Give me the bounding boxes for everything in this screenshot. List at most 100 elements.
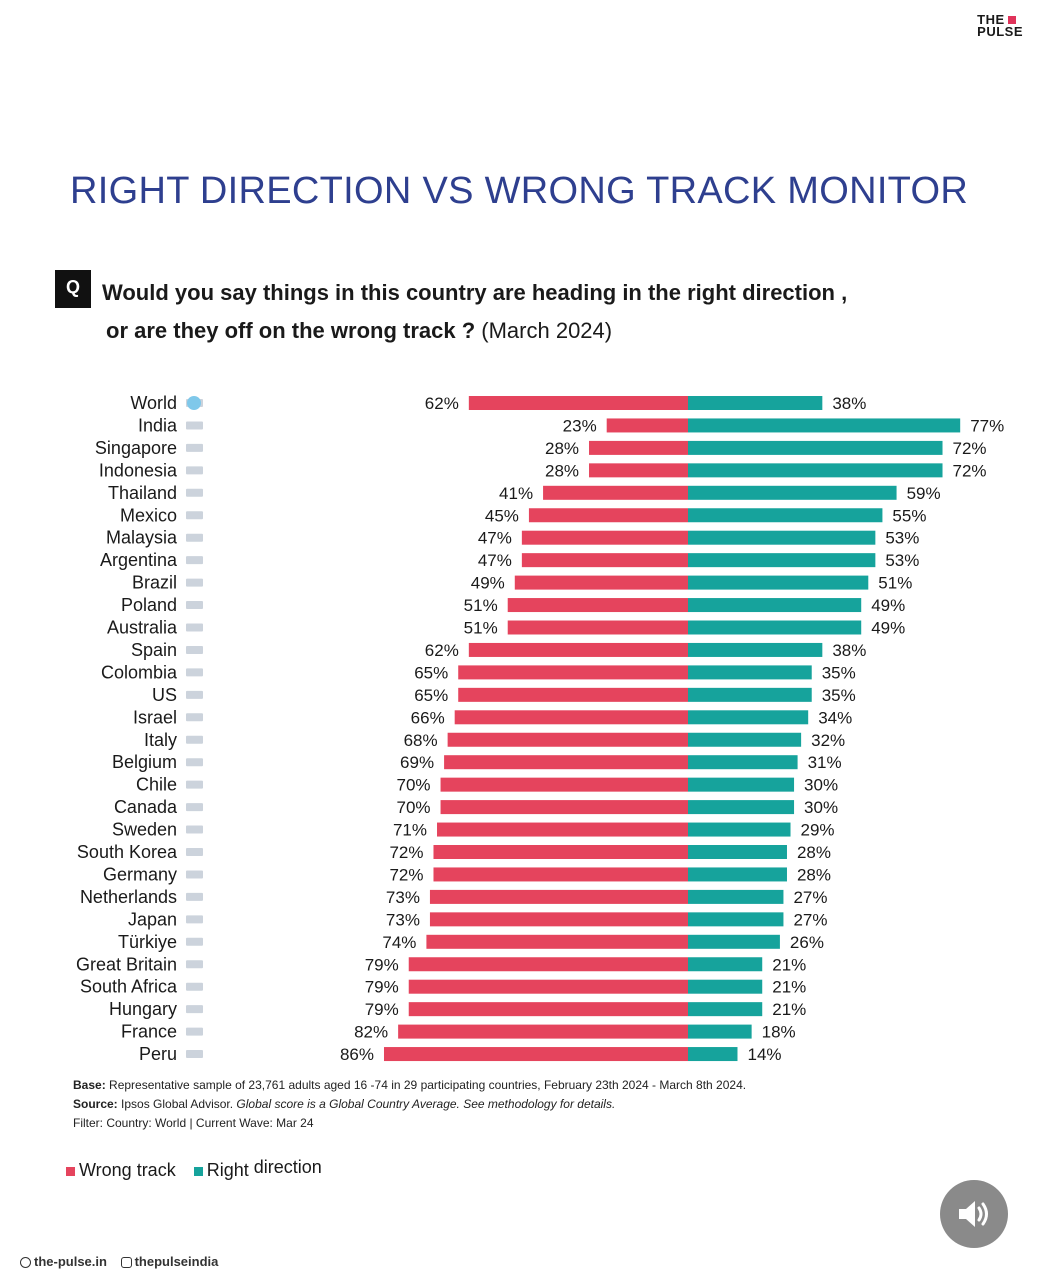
base-note: Base: Representative sample of 23,761 ad…: [73, 1076, 746, 1095]
value-label-right: 35%: [822, 663, 856, 682]
value-label-wrong: 49%: [471, 574, 505, 593]
value-label-right: 34%: [818, 708, 852, 727]
value-label-wrong: 45%: [485, 506, 519, 525]
flag-icon: [186, 892, 203, 901]
country-label: Brazil: [132, 573, 177, 593]
value-label-right: 35%: [822, 686, 856, 705]
value-label-wrong: 47%: [478, 551, 512, 570]
value-label-wrong: 62%: [425, 641, 459, 660]
value-label-right: 27%: [793, 910, 827, 929]
bar-right-direction: [688, 845, 787, 859]
base-label: Base:: [73, 1078, 106, 1092]
value-label-right: 28%: [797, 843, 831, 862]
flag-icon: [186, 848, 203, 856]
source-text: Ipsos Global Advisor.: [117, 1097, 237, 1111]
bar-right-direction: [688, 1024, 752, 1039]
country-label: Germany: [103, 864, 177, 884]
flag-icon: [186, 421, 203, 430]
value-label-right: 72%: [953, 439, 987, 458]
bar-right-direction: [688, 642, 823, 657]
value-label-wrong: 86%: [340, 1045, 374, 1064]
base-text: Representative sample of 23,761 adults a…: [105, 1078, 747, 1092]
value-label-wrong: 79%: [365, 1000, 399, 1019]
flag-icon: [186, 556, 203, 565]
value-label-wrong: 51%: [464, 619, 498, 638]
country-label: Israel: [133, 707, 177, 727]
bar-right-direction: [688, 665, 812, 680]
value-label-right: 30%: [804, 798, 838, 817]
flag-icon: [186, 1027, 203, 1036]
flag-icon: [186, 690, 203, 699]
value-label-right: 49%: [871, 619, 905, 638]
value-label-right: 53%: [885, 529, 919, 548]
value-label-wrong: 79%: [365, 955, 399, 974]
value-label-wrong: 47%: [478, 529, 512, 548]
bar-right-direction: [688, 1002, 763, 1017]
bar-wrong-track: [447, 732, 688, 747]
flag-icon: [186, 511, 203, 520]
bar-right-direction: [688, 800, 795, 815]
country-label: Japan: [128, 909, 177, 929]
value-label-right: 28%: [797, 865, 831, 884]
diverging-bar-chart: World 62% 38% India 23% 77% Singapore 28% 72% Ind…: [76, 393, 1004, 1064]
value-label-right: 27%: [793, 888, 827, 907]
bar-right-direction: [688, 553, 876, 568]
legend-wrong-swatch: [66, 1166, 75, 1176]
bar-wrong-track: [507, 598, 688, 613]
flag-icon: [186, 443, 203, 452]
bar-wrong-track: [429, 912, 688, 927]
flag-icon: [186, 1050, 203, 1059]
value-label-right: 26%: [790, 933, 824, 952]
country-label: Mexico: [120, 505, 177, 525]
flag-icon: [186, 780, 203, 789]
value-label-wrong: 51%: [464, 596, 498, 615]
flag-icon: [186, 803, 203, 812]
bar-right-direction: [688, 620, 862, 635]
footer-site[interactable]: the-pulse.in: [34, 1254, 107, 1269]
flag-icon: [186, 1005, 203, 1014]
value-label-right: 38%: [832, 394, 866, 413]
value-label-wrong: 65%: [414, 686, 448, 705]
value-label-wrong: 23%: [563, 416, 597, 435]
bar-wrong-track: [440, 800, 688, 815]
brand-logo: THE PULSE: [977, 13, 1023, 39]
country-label: South Africa: [80, 977, 178, 997]
bar-wrong-track: [458, 665, 688, 680]
country-label: World: [130, 393, 177, 413]
country-label: Hungary: [109, 999, 177, 1019]
bar-wrong-track: [507, 620, 688, 635]
brand-dot-icon: [1007, 16, 1016, 24]
bar-right-direction: [688, 440, 943, 455]
country-label: Argentina: [100, 550, 178, 570]
bar-right-direction: [688, 777, 795, 792]
sound-button[interactable]: [940, 1180, 1008, 1248]
bar-wrong-track: [521, 530, 688, 545]
value-label-wrong: 72%: [389, 843, 423, 862]
bar-right-direction: [688, 710, 809, 725]
bar-right-direction: [688, 822, 791, 837]
bar-right-direction: [688, 889, 784, 904]
question-badge: Q: [55, 270, 91, 308]
value-label-right: 21%: [772, 955, 806, 974]
source-italic: Global score is a Global Country Average…: [236, 1097, 616, 1111]
footer: the-pulse.in thepulseindia: [20, 1254, 218, 1269]
bar-wrong-track: [408, 979, 688, 994]
page-title: RIGHT DIRECTION VS WRONG TRACK MONITOR: [70, 170, 969, 212]
value-label-right: 72%: [953, 461, 987, 480]
value-label-wrong: 74%: [382, 933, 416, 952]
footer-social[interactable]: thepulseindia: [134, 1254, 219, 1269]
bar-right-direction: [688, 867, 787, 882]
value-label-wrong: 82%: [354, 1023, 388, 1042]
source-note: Source: Ipsos Global Advisor. Global sco…: [73, 1095, 746, 1114]
country-label: Spain: [131, 640, 177, 660]
value-label-right: 21%: [772, 978, 806, 997]
country-label: Poland: [121, 595, 177, 615]
bar-right-direction: [688, 755, 798, 770]
question-line2-rest: (March 2024): [475, 318, 613, 343]
country-label: Great Britain: [76, 954, 177, 974]
brand-line2: PULSE: [977, 24, 1023, 39]
value-label-wrong: 71%: [393, 821, 427, 840]
legend-right-swatch: [193, 1166, 203, 1176]
value-label-right: 30%: [804, 776, 838, 795]
value-label-right: 55%: [892, 506, 926, 525]
